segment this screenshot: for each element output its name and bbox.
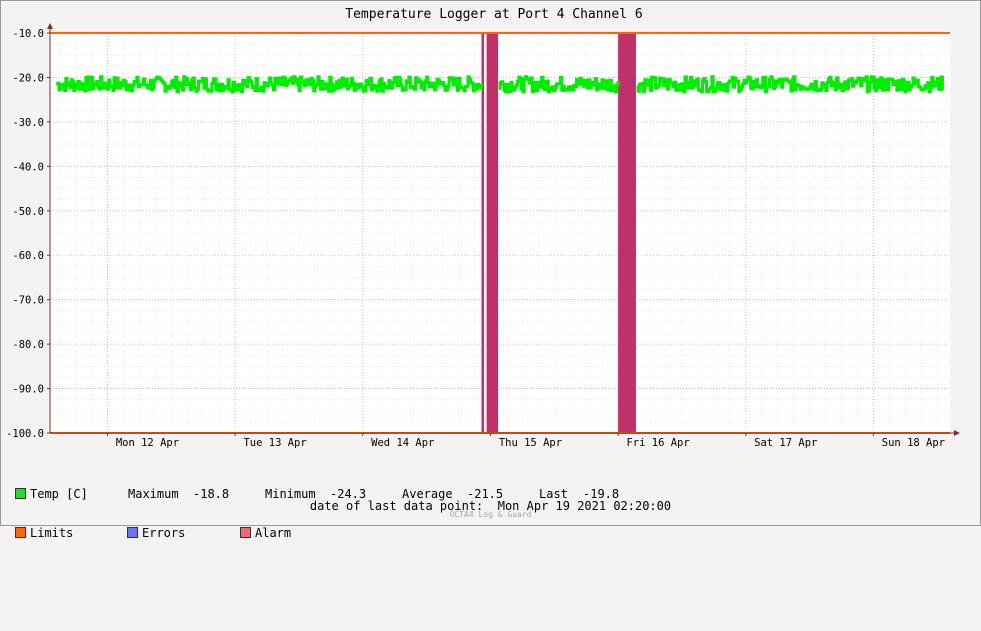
temp-swatch [15,488,26,499]
legend-alarm: Alarm [240,527,291,540]
temp-series-line [56,75,944,94]
legend-temp-label: Temp [C] [30,487,88,501]
x-tick-label: Fri 16 Apr [626,437,689,449]
x-axis-arrow [954,430,960,436]
legend-errors-label: Errors [142,526,186,540]
stat-average-label: Average [402,487,453,501]
y-tick-label: -30.0 [12,117,44,129]
x-tick-label: Wed 14 Apr [371,437,434,449]
legend-temp: Temp [C] [15,488,88,501]
legend-alarm-label: Alarm [255,526,292,540]
y-tick-label: -100.0 [6,428,44,440]
legend-errors: Errors [127,527,185,540]
stat-last-label: Last [539,487,568,501]
alarm-period [618,33,636,433]
legend-row-1: Temp [C] Maximum -18.8 Minimum -24.3 Ave… [15,488,619,501]
alarm-swatch [240,527,251,538]
y-tick-label: -80.0 [12,339,44,351]
limits-swatch [15,527,26,538]
stat-maximum-label: Maximum [128,487,179,501]
alarm-period [486,33,499,433]
last-data-point-label: date of last data point: [309,499,484,513]
errors-swatch [127,527,138,538]
x-tick-label: Mon 12 Apr [116,437,179,449]
chart-title: Temperature Logger at Port 4 Channel 6 [345,7,642,22]
y-tick-label: -50.0 [12,206,44,218]
alarm-period [481,33,485,433]
stat-minimum-label: Minimum [265,487,316,501]
x-tick-label: Thu 15 Apr [499,437,562,449]
credit-text: OCTA4 Log & Guard [449,510,532,519]
x-tick-label: Sun 18 Apr [882,437,945,449]
legend-limits: Limits [15,527,73,540]
y-tick-label: -60.0 [12,250,44,262]
last-data-point: date of last data point: Mon Apr 19 2021… [0,499,981,513]
x-tick-label: Tue 13 Apr [243,437,306,449]
legend-row-2: Limits Errors Alarm [15,527,291,540]
stat-average-value: -21.5 [467,487,504,501]
last-data-point-value: Mon Apr 19 2021 02:20:00 [497,499,672,513]
x-tick-label: Sat 17 Apr [754,437,817,449]
legend-limits-label: Limits [30,526,74,540]
y-tick-label: -20.0 [12,72,44,84]
chart: Temperature Logger at Port 4 Channel 6 -… [6,7,960,449]
stat-maximum-value: -18.8 [193,487,230,501]
stat-last-value: -19.8 [583,487,620,501]
y-tick-label: -10.0 [12,28,44,40]
y-tick-label: -90.0 [12,384,44,396]
y-tick-label: -40.0 [12,161,44,173]
y-tick-label: -70.0 [12,295,44,307]
y-axis-arrow [47,23,53,29]
stat-minimum-value: -24.3 [330,487,367,501]
